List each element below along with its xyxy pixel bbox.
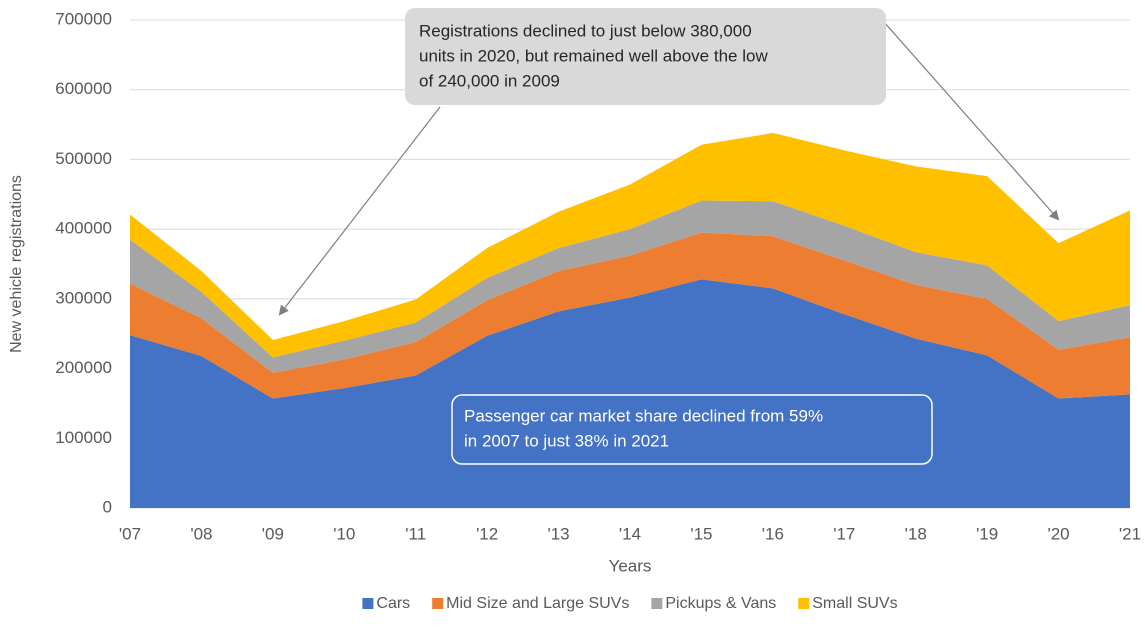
legend-label: Small SUVs	[812, 595, 897, 612]
arrow	[883, 21, 1060, 221]
annotation-box	[451, 394, 933, 465]
legend-item: Cars	[362, 595, 410, 612]
y-tick-label: 700000	[55, 9, 112, 28]
legend-swatch	[798, 598, 810, 609]
x-tick-label: '19	[976, 524, 998, 543]
y-tick-label: 600000	[55, 79, 112, 98]
x-tick-label: '09	[262, 524, 284, 543]
legend-item: Small SUVs	[798, 595, 898, 612]
x-tick-label: '17	[833, 524, 855, 543]
annotation-text: Passenger car market share declined from…	[464, 406, 823, 425]
legend: Cars Mid Size and Large SUVs Pickups & Van…	[362, 595, 898, 612]
area	[130, 132, 1130, 358]
x-tick-label: '13	[547, 524, 569, 543]
annotation-text: in 2007 to just 38% in 2021	[464, 431, 669, 450]
y-tick-label: 200000	[55, 358, 112, 377]
legend-label: Cars	[376, 595, 410, 612]
y-tick-label: 0	[103, 497, 112, 516]
legend-label: Mid Size and Large SUVs	[446, 595, 629, 612]
legend-swatch	[651, 598, 663, 609]
area	[130, 232, 1130, 399]
x-tick-label: '11	[405, 524, 426, 543]
x-tick-label: '07	[119, 524, 141, 543]
x-tick-label: '12	[476, 524, 498, 543]
legend-label: Pickups & Vans	[665, 595, 776, 612]
x-tick-label: '14	[619, 524, 641, 543]
x-axis-label: Years	[609, 556, 652, 575]
x-tick-label: '10	[333, 524, 355, 543]
y-axis-label: New vehicle registrations	[8, 175, 25, 353]
legend-item: Pickups & Vans	[651, 595, 776, 612]
y-tick-label: 300000	[55, 288, 112, 307]
legend-swatch	[432, 598, 444, 609]
x-tick-label: '08	[190, 524, 212, 543]
legend-swatch	[362, 598, 374, 609]
annotation-text: units in 2020, but remained well above t…	[419, 46, 768, 65]
y-tick-label: 100000	[55, 428, 112, 447]
x-tick-label: '20	[1047, 524, 1069, 543]
annotation-text: of 240,000 in 2009	[419, 71, 560, 90]
arrow	[278, 106, 441, 316]
legend-item: Mid Size and Large SUVs	[432, 595, 629, 612]
annotation-text: Registrations declined to just below 380…	[419, 21, 752, 40]
area	[130, 200, 1130, 373]
y-tick-label: 400000	[55, 219, 112, 238]
x-tick-label: '21	[1119, 524, 1141, 543]
y-tick-label: 500000	[55, 149, 112, 168]
x-tick-label: '18	[905, 524, 927, 543]
x-tick-label: '15	[690, 524, 712, 543]
annotation-box	[405, 8, 886, 105]
x-tick-label: '16	[762, 524, 784, 543]
